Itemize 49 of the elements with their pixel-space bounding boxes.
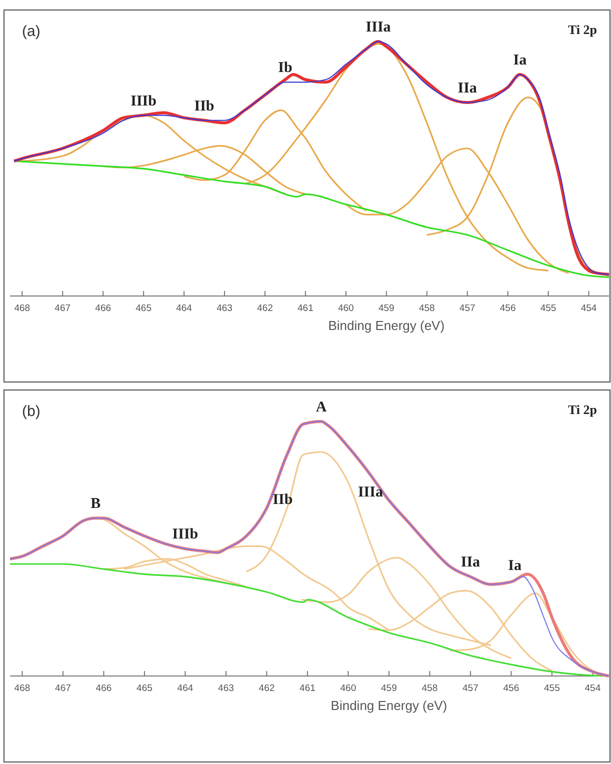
x-tick-label: 463	[218, 683, 234, 694]
x-tick-label: 455	[540, 303, 556, 314]
x-tick-label: 459	[381, 683, 397, 694]
x-tick-label: 467	[54, 303, 71, 314]
x-axis-title: Binding Energy (eV)	[328, 318, 445, 333]
x-tick-label: 466	[95, 303, 112, 314]
x-tick-label: 468	[14, 303, 30, 314]
annotation: IIIa	[366, 19, 392, 36]
x-tick-label: 459	[378, 303, 394, 314]
x-tick-label: 461	[300, 683, 316, 694]
annotation: IIa	[460, 554, 481, 571]
annotation: Ia	[513, 52, 528, 69]
x-tick-label: 455	[544, 683, 560, 694]
x-tick-label: 460	[340, 683, 356, 694]
x-tick-label: 457	[462, 683, 478, 694]
x-tick-label: 456	[503, 683, 520, 694]
x-tick-label: 468	[14, 683, 30, 694]
x-tick-label: 464	[177, 683, 194, 694]
x-tick-label: 463	[216, 303, 232, 314]
x-tick-label: 456	[500, 303, 516, 314]
annotation: B	[90, 496, 101, 512]
annotation: IIb	[272, 492, 293, 508]
annotation: Ib	[278, 60, 292, 76]
annotation: IIa	[458, 80, 478, 97]
annotation: IIIa	[358, 484, 384, 500]
x-tick-label: 461	[298, 303, 314, 314]
x-tick-label: 454	[580, 303, 597, 314]
chart-title: (a)	[22, 23, 40, 40]
x-tick-label: 465	[136, 303, 152, 314]
annotation: Ia	[508, 558, 522, 574]
x-tick-label: 458	[422, 683, 438, 694]
x-tick-label: 462	[257, 303, 273, 314]
x-tick-label: 460	[338, 303, 354, 314]
x-tick-label: 462	[258, 683, 275, 694]
annotation: A	[316, 399, 327, 416]
x-tick-label: 458	[418, 303, 435, 314]
text: Ti 2p	[568, 22, 597, 37]
x-tick-label: 467	[55, 683, 71, 694]
x-tick-label: 454	[584, 683, 601, 694]
x-axis-title: Binding Energy (eV)	[330, 698, 448, 713]
x-tick-label: 457	[459, 303, 476, 314]
x-tick-label: 464	[176, 303, 192, 314]
annotation: IIb	[194, 98, 214, 114]
chart-title: (b)	[22, 403, 40, 420]
x-tick-label: 465	[136, 683, 152, 694]
annotation: IIIb	[130, 93, 156, 110]
text: Ti 2p	[568, 402, 597, 417]
annotation: IIIb	[172, 526, 198, 543]
x-tick-label: 466	[96, 683, 112, 694]
